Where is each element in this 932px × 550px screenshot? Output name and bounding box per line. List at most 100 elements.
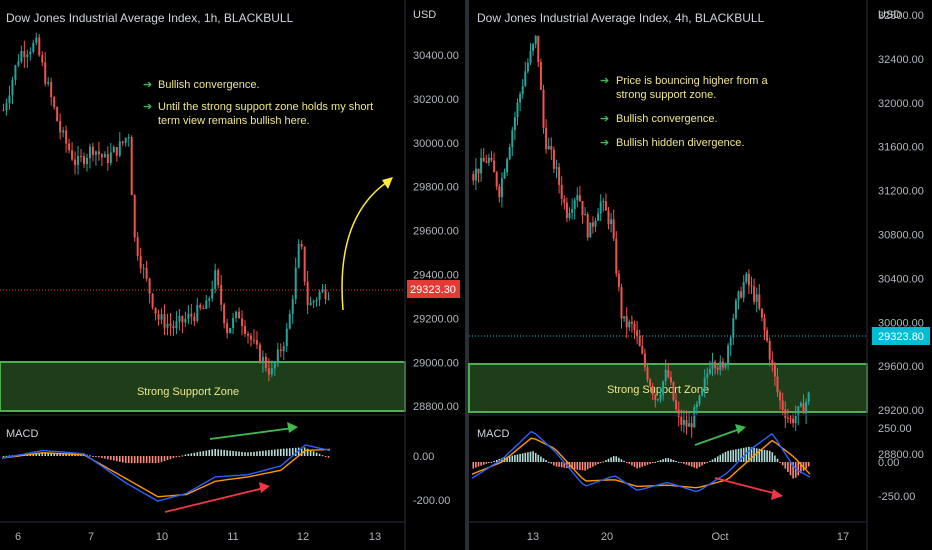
- macd-histogram-bar: [253, 451, 255, 456]
- candle-body: [324, 289, 327, 300]
- candle-body: [789, 418, 792, 420]
- macd-histogram-bar: [709, 460, 711, 462]
- price-tick-label: 30400.00: [413, 50, 459, 62]
- macd-histogram-bar: [53, 452, 55, 456]
- candle-body: [77, 156, 80, 166]
- candle-body: [17, 61, 20, 66]
- right-red-trend-arrow: [714, 477, 778, 495]
- candle-body: [32, 42, 35, 52]
- macd-histogram-bar: [529, 451, 532, 462]
- candle-body: [8, 95, 11, 104]
- left-macd-axis[interactable]: 0.00 -200.00: [413, 451, 450, 507]
- candle-body: [529, 50, 532, 63]
- macd-histogram-bar: [724, 451, 727, 462]
- candle-body: [490, 157, 493, 161]
- left-price-axis[interactable]: 30400.00 30200.00 30000.00 29800.00 29600.00…: [413, 50, 459, 413]
- candle-body: [558, 167, 561, 185]
- candle-body: [732, 318, 735, 338]
- candle-body: [656, 399, 659, 401]
- candle-body: [503, 172, 506, 179]
- left-time-axis[interactable]: 6 7 10 11 12 13: [15, 531, 381, 543]
- candle-body: [205, 300, 208, 309]
- candle-body: [103, 154, 106, 158]
- candle-body: [166, 323, 169, 328]
- candle-body: [524, 71, 527, 86]
- macd-histogram-bar: [719, 454, 722, 462]
- macd-histogram-bar: [618, 457, 620, 462]
- arrow-head-icon: [771, 489, 783, 500]
- macd-histogram-bar: [44, 452, 47, 456]
- candle-body: [124, 137, 127, 143]
- left-price-tag-text: 29323.30: [410, 284, 456, 296]
- macd-tick-label: -200.00: [413, 495, 450, 507]
- candle-body: [133, 195, 136, 238]
- macd-histogram-bar: [268, 450, 270, 456]
- candle-body: [157, 313, 160, 320]
- candle-body: [136, 237, 139, 257]
- candle-body: [659, 394, 662, 400]
- macd-histogram-bar: [521, 453, 524, 462]
- candle-body: [121, 141, 124, 143]
- macd-histogram-bar: [184, 454, 187, 456]
- macd-histogram-bar: [250, 452, 252, 456]
- candle-body: [542, 89, 545, 128]
- left-bullish-curve-arrow: [341, 179, 391, 311]
- candle-body: [241, 318, 244, 327]
- candle-body: [708, 368, 711, 374]
- macd-histogram-bar: [758, 448, 761, 462]
- candle-body: [695, 403, 698, 408]
- candle-body: [547, 146, 550, 150]
- right-price-axis[interactable]: 32800.00 32400.00 32000.00 31600.00 31200.00…: [878, 10, 924, 461]
- candle-body: [565, 202, 568, 218]
- left-annotation: ➔ Bullish convergence. ➔ Until the stron…: [143, 79, 373, 127]
- macd-histogram-bar: [95, 456, 97, 457]
- price-tick-label: 32800.00: [878, 10, 924, 22]
- macd-histogram-bar: [675, 460, 677, 462]
- candle-body: [532, 43, 535, 51]
- macd-signal-line: [471, 437, 811, 489]
- candle-body: [677, 409, 680, 417]
- macd-histogram-bar: [291, 448, 294, 456]
- candle-body: [26, 54, 29, 58]
- candle-body: [94, 151, 97, 155]
- pane-divider[interactable]: [465, 0, 469, 550]
- candle-body: [273, 363, 276, 369]
- arrow-bullet-icon: ➔: [143, 79, 152, 91]
- candle-body: [226, 323, 229, 333]
- price-tick-label: 29200.00: [413, 313, 459, 325]
- macd-histogram-bar: [571, 462, 573, 469]
- candle-body: [693, 407, 696, 428]
- macd-histogram-bar: [579, 462, 581, 470]
- candle-body: [776, 376, 779, 393]
- macd-histogram-bar: [475, 462, 477, 468]
- candle-body: [685, 419, 688, 427]
- candle-body: [106, 154, 109, 164]
- candle-body: [495, 172, 498, 187]
- macd-histogram-bar: [620, 459, 623, 462]
- macd-histogram-bar: [737, 448, 740, 462]
- candle-body: [682, 419, 685, 425]
- right-chart-pane: Strong Support Zone Dow Jones Industrial…: [468, 0, 930, 550]
- candle-body: [550, 146, 553, 150]
- candle-body: [315, 299, 318, 302]
- candle-body: [38, 37, 41, 56]
- left-price-tag: [407, 280, 460, 298]
- candle-body: [667, 369, 670, 378]
- candle-body: [172, 325, 175, 329]
- candle-body: [651, 385, 654, 395]
- candle-body: [493, 160, 496, 173]
- candle-body: [482, 157, 485, 162]
- macd-histogram-bar: [729, 450, 732, 462]
- right-macd-axis[interactable]: 250.00 0.00 -250.00: [878, 423, 915, 503]
- macd-histogram-bar: [205, 450, 208, 456]
- macd-histogram-bar: [511, 455, 514, 462]
- candle-body: [664, 369, 667, 382]
- candle-body: [521, 85, 524, 95]
- right-time-axis[interactable]: 13 20 Oct 17: [527, 531, 849, 543]
- candle-body: [244, 326, 247, 334]
- macd-histogram-bar: [127, 456, 130, 464]
- candle-body: [758, 294, 761, 309]
- macd-histogram-bar: [789, 462, 792, 476]
- left-chart-pane: Strong Support Zone Dow Jones Industrial…: [0, 0, 460, 550]
